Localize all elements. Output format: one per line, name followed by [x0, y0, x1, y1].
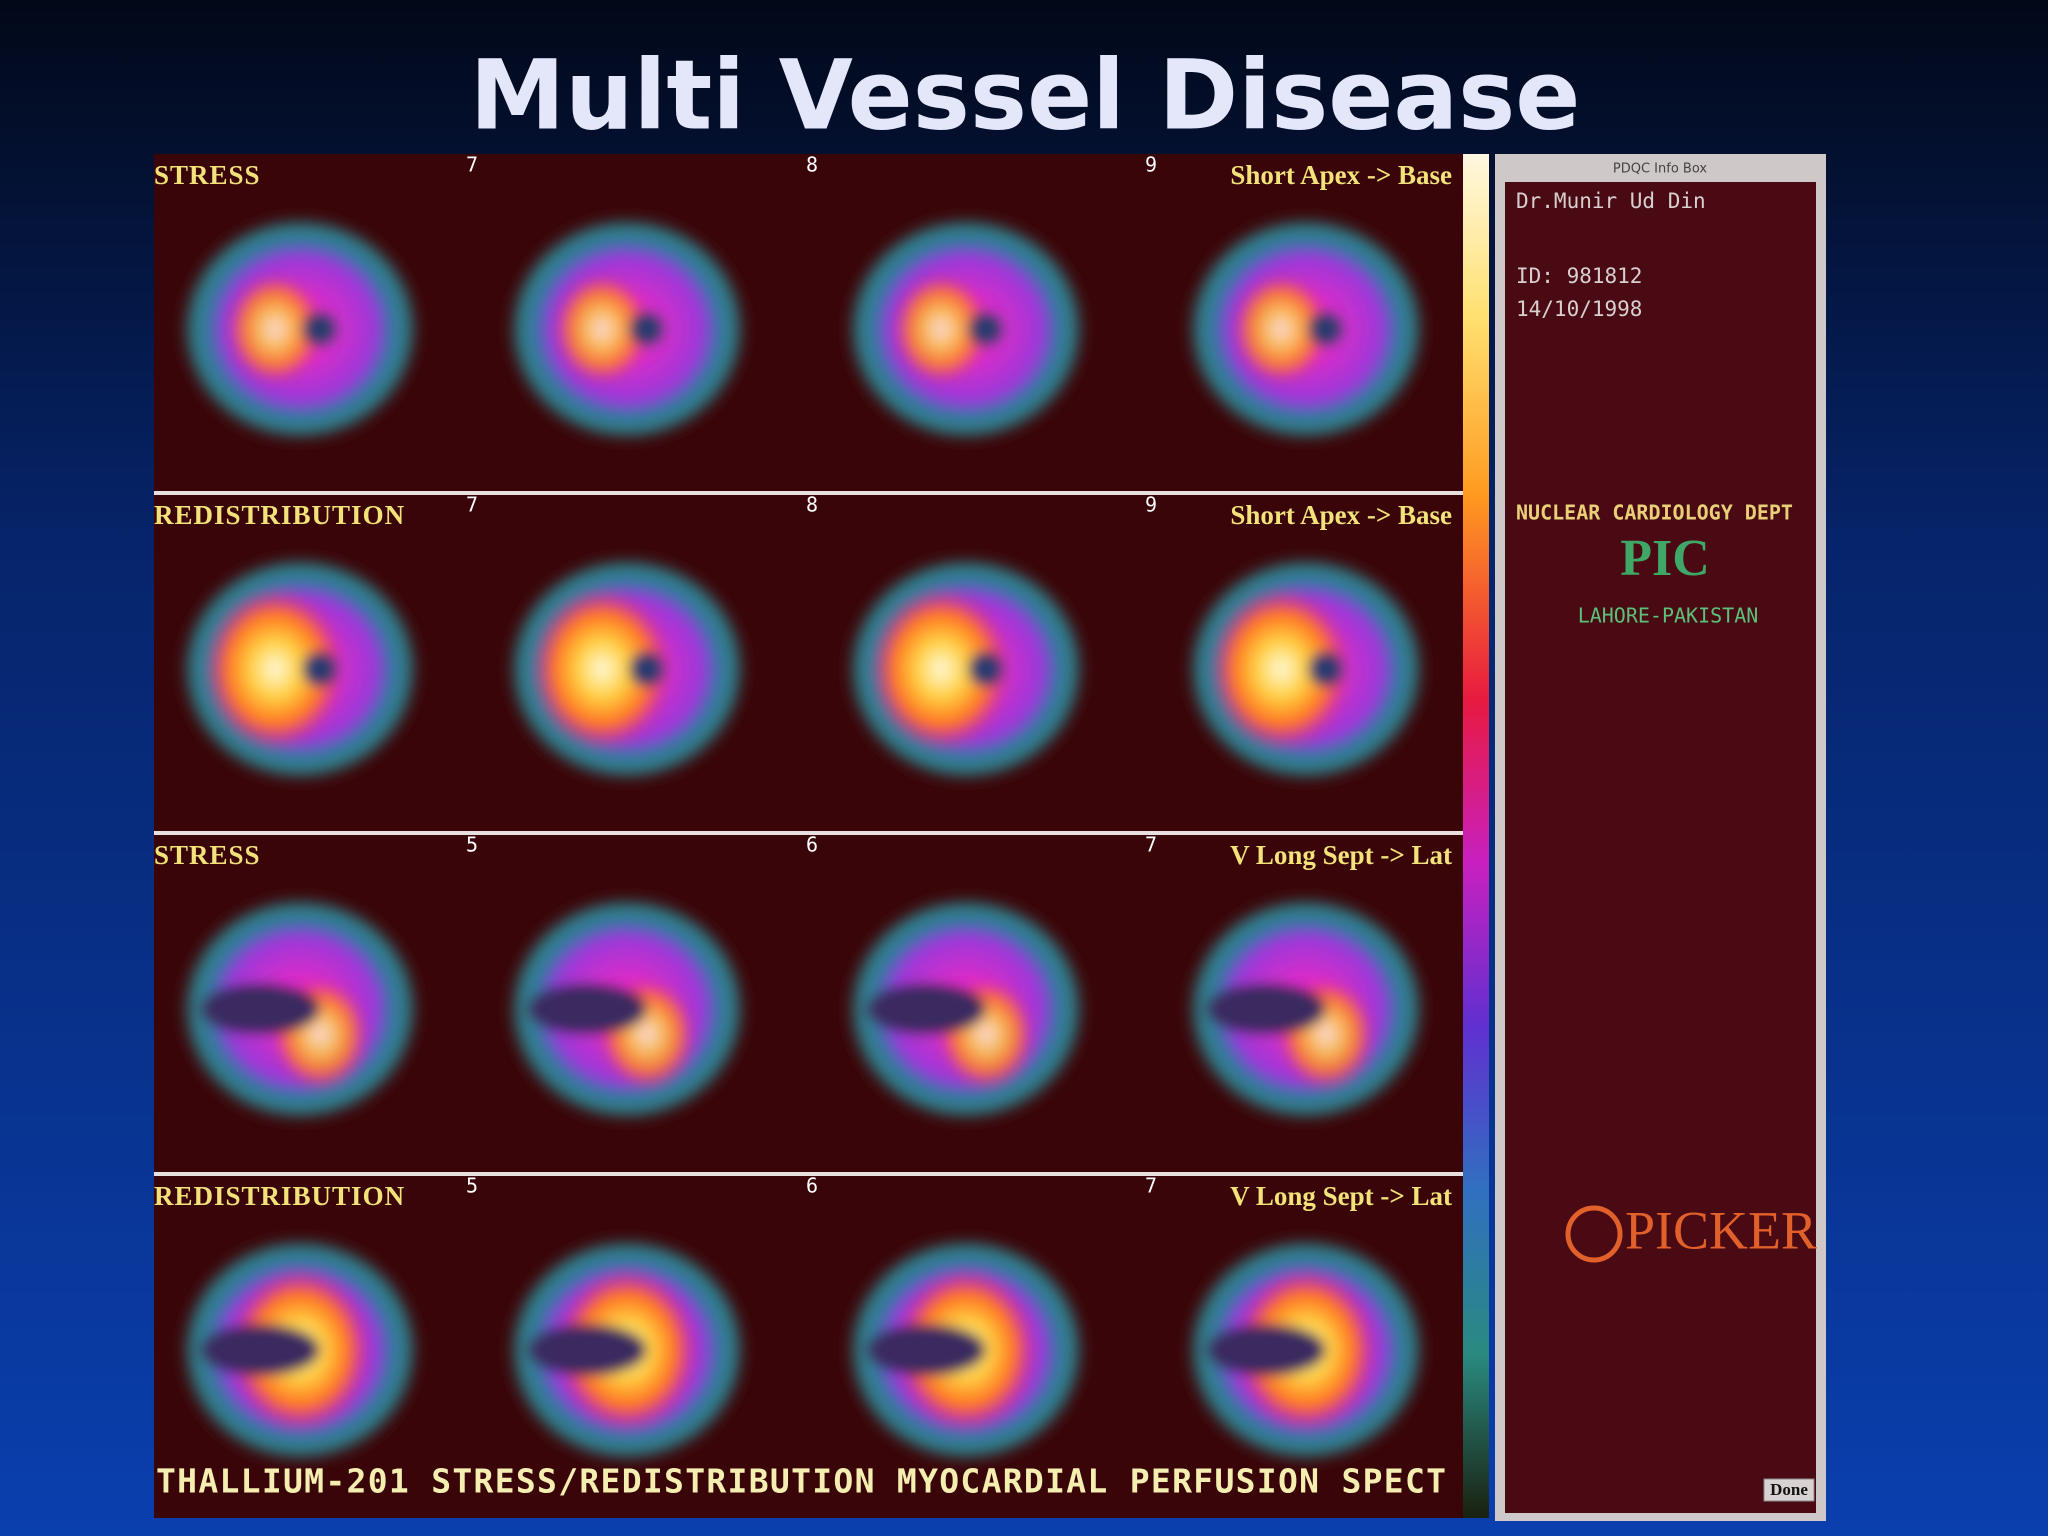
- row-separator: [154, 831, 1463, 835]
- row-label: REDISTRIBUTION: [154, 500, 405, 530]
- scan-cavity: [968, 311, 1004, 347]
- scan-slice: [502, 551, 752, 787]
- scan-slice: [502, 1232, 752, 1468]
- scan-slice: [841, 551, 1091, 787]
- scan-slice: [175, 1232, 425, 1468]
- scan-slice: [502, 211, 752, 447]
- logo: PICKER: [1625, 1200, 1817, 1260]
- scan-hot: [871, 588, 1011, 750]
- caption: THALLIUM-201 STRESS/REDISTRIBUTION MYOCA…: [156, 1462, 1446, 1501]
- slice-number: 8: [806, 153, 818, 177]
- scan-cavity: [866, 1324, 986, 1376]
- scan-cavity: [1308, 311, 1344, 347]
- patient-id: ID: 981812: [1516, 264, 1642, 288]
- scan-cavity: [200, 1324, 320, 1376]
- scan-hot: [205, 588, 345, 750]
- slice-number: 7: [466, 153, 478, 177]
- scan-slice: [175, 211, 425, 447]
- scan-slice: [1181, 891, 1431, 1127]
- slice-number: 6: [806, 833, 818, 857]
- slide-title: Multi Vessel Disease: [470, 39, 1581, 151]
- orientation-label: Short Apex -> Base: [1230, 500, 1452, 530]
- scan-row: STRESS 7 8 9 Short Apex -> Base: [154, 153, 1452, 447]
- scan-cavity: [1206, 1324, 1326, 1376]
- scan-hot: [554, 273, 650, 385]
- scan-cavity: [527, 1324, 647, 1376]
- orientation-label: Short Apex -> Base: [1230, 160, 1452, 190]
- scan-slice: [1181, 551, 1431, 787]
- scan-slice: [841, 211, 1091, 447]
- scan-panel: STRESS 7 8 9 Short Apex -> BaseREDISTRIBUTIO…: [154, 153, 1489, 1518]
- scan-slice: [175, 891, 425, 1127]
- scan-cavity: [968, 651, 1004, 687]
- button-label[interactable]: Done: [1770, 1480, 1808, 1499]
- scan-hot: [1233, 273, 1329, 385]
- slice-number: 7: [1145, 833, 1157, 857]
- date: 14/10/1998: [1516, 297, 1642, 321]
- scan-cavity: [527, 983, 647, 1035]
- scan-row: STRESS 5 6 7 V Long Sept -> Lat: [154, 831, 1463, 1127]
- button-face[interactable]: [1763, 1478, 1815, 1502]
- slice-number: 7: [466, 493, 478, 517]
- scan-cavity: [629, 311, 665, 347]
- slice-number: 9: [1145, 493, 1157, 517]
- row-separator: [154, 491, 1463, 495]
- scan-slice: [841, 891, 1091, 1127]
- scan-cavity: [629, 651, 665, 687]
- institute: PIC: [1620, 530, 1710, 587]
- scan-slice: [502, 891, 752, 1127]
- scan-slice: [841, 1232, 1091, 1468]
- slice-number: 8: [806, 493, 818, 517]
- scan-cavity: [302, 651, 338, 687]
- scan-hot: [893, 273, 989, 385]
- slice-number: 9: [1145, 153, 1157, 177]
- scan-cavity: [866, 983, 986, 1035]
- slice-number: 5: [466, 833, 478, 857]
- logo-emblem: [1565, 1205, 1623, 1263]
- row-label: REDISTRIBUTION: [154, 1181, 405, 1211]
- row-label: STRESS: [154, 160, 261, 190]
- done-button[interactable]: Done: [1763, 1478, 1815, 1502]
- department: NUCLEAR CARDIOLOGY DEPT: [1516, 501, 1793, 525]
- info-body: [1505, 182, 1816, 1513]
- color-scale: [1463, 154, 1489, 1518]
- info-box: PDQC Info Box Dr.Munir Ud Din ID: 981812…: [1495, 154, 1826, 1521]
- slice-number: 6: [806, 1174, 818, 1198]
- row-label: STRESS: [154, 840, 261, 870]
- scan-row: REDISTRIBUTION 5 6 7 V Long Sept -> Lat: [154, 1172, 1463, 1468]
- scan-hot: [1211, 588, 1351, 750]
- scan-cavity: [1308, 651, 1344, 687]
- scan-row: REDISTRIBUTION 7 8 9 Short Apex -> Base: [154, 491, 1463, 787]
- scan-slice: [175, 551, 425, 787]
- info-header: PDQC Info Box: [1613, 162, 1707, 177]
- doctor: Dr.Munir Ud Din: [1516, 189, 1706, 213]
- scan-hot: [532, 588, 672, 750]
- scan-slice: [1181, 1232, 1431, 1468]
- scan-cavity: [200, 983, 320, 1035]
- scan-slice: [1181, 211, 1431, 447]
- slice-number: 7: [1145, 1174, 1157, 1198]
- orientation-label: V Long Sept -> Lat: [1230, 840, 1452, 870]
- orientation-label: V Long Sept -> Lat: [1230, 1181, 1452, 1211]
- location: LAHORE-PAKISTAN: [1578, 604, 1759, 628]
- scan-hot: [227, 273, 323, 385]
- row-separator: [154, 1172, 1463, 1176]
- slice-number: 5: [466, 1174, 478, 1198]
- scan-cavity: [302, 311, 338, 347]
- scan-cavity: [1206, 983, 1326, 1035]
